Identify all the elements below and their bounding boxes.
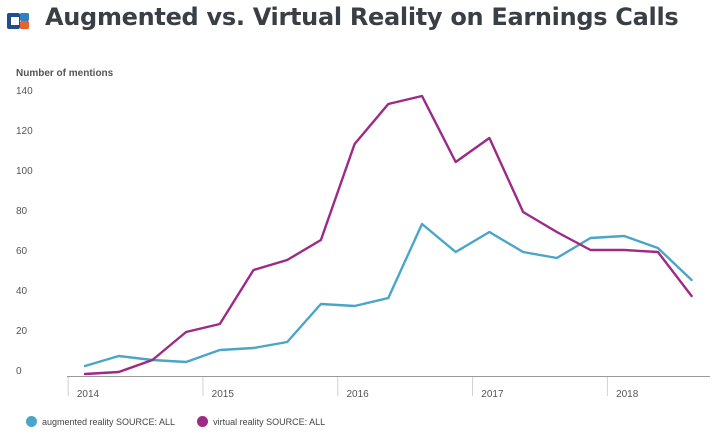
legend-item: virtual reality SOURCE: ALL [197,416,325,427]
y-tick-label: 60 [16,246,28,257]
x-tick-label: 2015 [212,389,235,400]
y-tick-label: 80 [16,206,28,217]
y-tick-label: 0 [16,366,22,377]
y-tick-label: 40 [16,286,28,297]
legend-label: augmented reality SOURCE: ALL [42,416,176,427]
y-tick-label: 100 [16,166,33,177]
logo-icon [7,13,29,29]
legend-item: augmented reality SOURCE: ALL [26,416,175,427]
x-tick-label: 2014 [77,389,100,400]
legend-label: virtual reality SOURCE: ALL [213,416,326,427]
series-line-augmented-reality [83,222,693,368]
header: Augmented vs. Virtual Reality on Earning… [0,0,718,40]
chart-title: Augmented vs. Virtual Reality on Earning… [45,3,679,31]
series-line-virtual-reality [83,94,693,376]
y-tick-label: 140 [16,86,33,97]
y-tick-label: 20 [16,326,28,337]
legend: augmented reality SOURCE: ALL virtual rea… [26,416,347,427]
x-tick-label: 2017 [481,389,504,400]
x-tick-label: 2016 [346,389,369,400]
y-tick-label: 120 [16,126,33,137]
y-axis-label: Number of mentions [16,68,114,79]
legend-swatch [26,416,37,427]
x-tick-label: 2018 [616,389,639,400]
legend-swatch [197,416,209,427]
